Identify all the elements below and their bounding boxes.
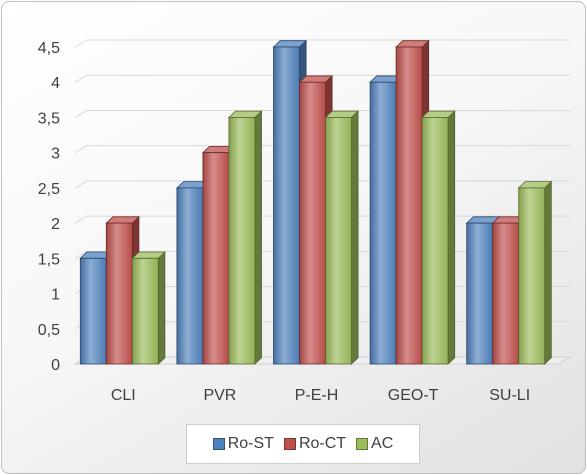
bar [517,180,553,365]
y-tick-label: 0,5 [38,322,60,339]
legend-swatch [212,438,225,450]
legend-swatch [356,438,369,450]
bar [298,74,334,365]
legend-item: Ro-ST [212,435,274,453]
bar [324,110,360,365]
y-tick-label: 4 [51,75,60,92]
tick-labels: 0 0,5 1 1,5 2 2,5 3 3,5 4 4,5 CLI PVR P-E-H GEO-T SU-L… [38,40,530,404]
legend-item: AC [356,435,393,453]
x-tick-label: CLI [111,387,136,404]
gridlines [74,39,570,365]
x-tick-label: PVR [203,387,236,404]
x-tick-label: SU-LI [489,387,530,404]
y-tick-label: 3,5 [38,110,60,127]
chart-legend: Ro-ST Ro-CT AC [186,424,420,464]
y-tick-label: 2 [51,216,60,233]
bar [421,110,456,365]
y-tick-label: 3 [51,146,60,163]
legend-label: Ro-CT [298,435,347,452]
x-tick-label: GEO-T [388,387,439,404]
legend-item: Ro-CT [283,435,347,453]
legend-label: Ro-ST [227,435,274,452]
x-tick-label: P-E-H [295,387,339,404]
bar [131,251,166,365]
bar [227,110,263,365]
bars [79,39,553,365]
y-tick-label: 2,5 [38,181,60,198]
y-tick-label: 1 [51,287,60,304]
legend-swatch [283,438,296,450]
y-tick-label: 4,5 [38,40,60,57]
y-tick-label: 1,5 [38,251,60,268]
gridline [74,39,570,48]
y-tick-label: 0 [51,357,60,374]
legend-label: AC [371,435,394,452]
